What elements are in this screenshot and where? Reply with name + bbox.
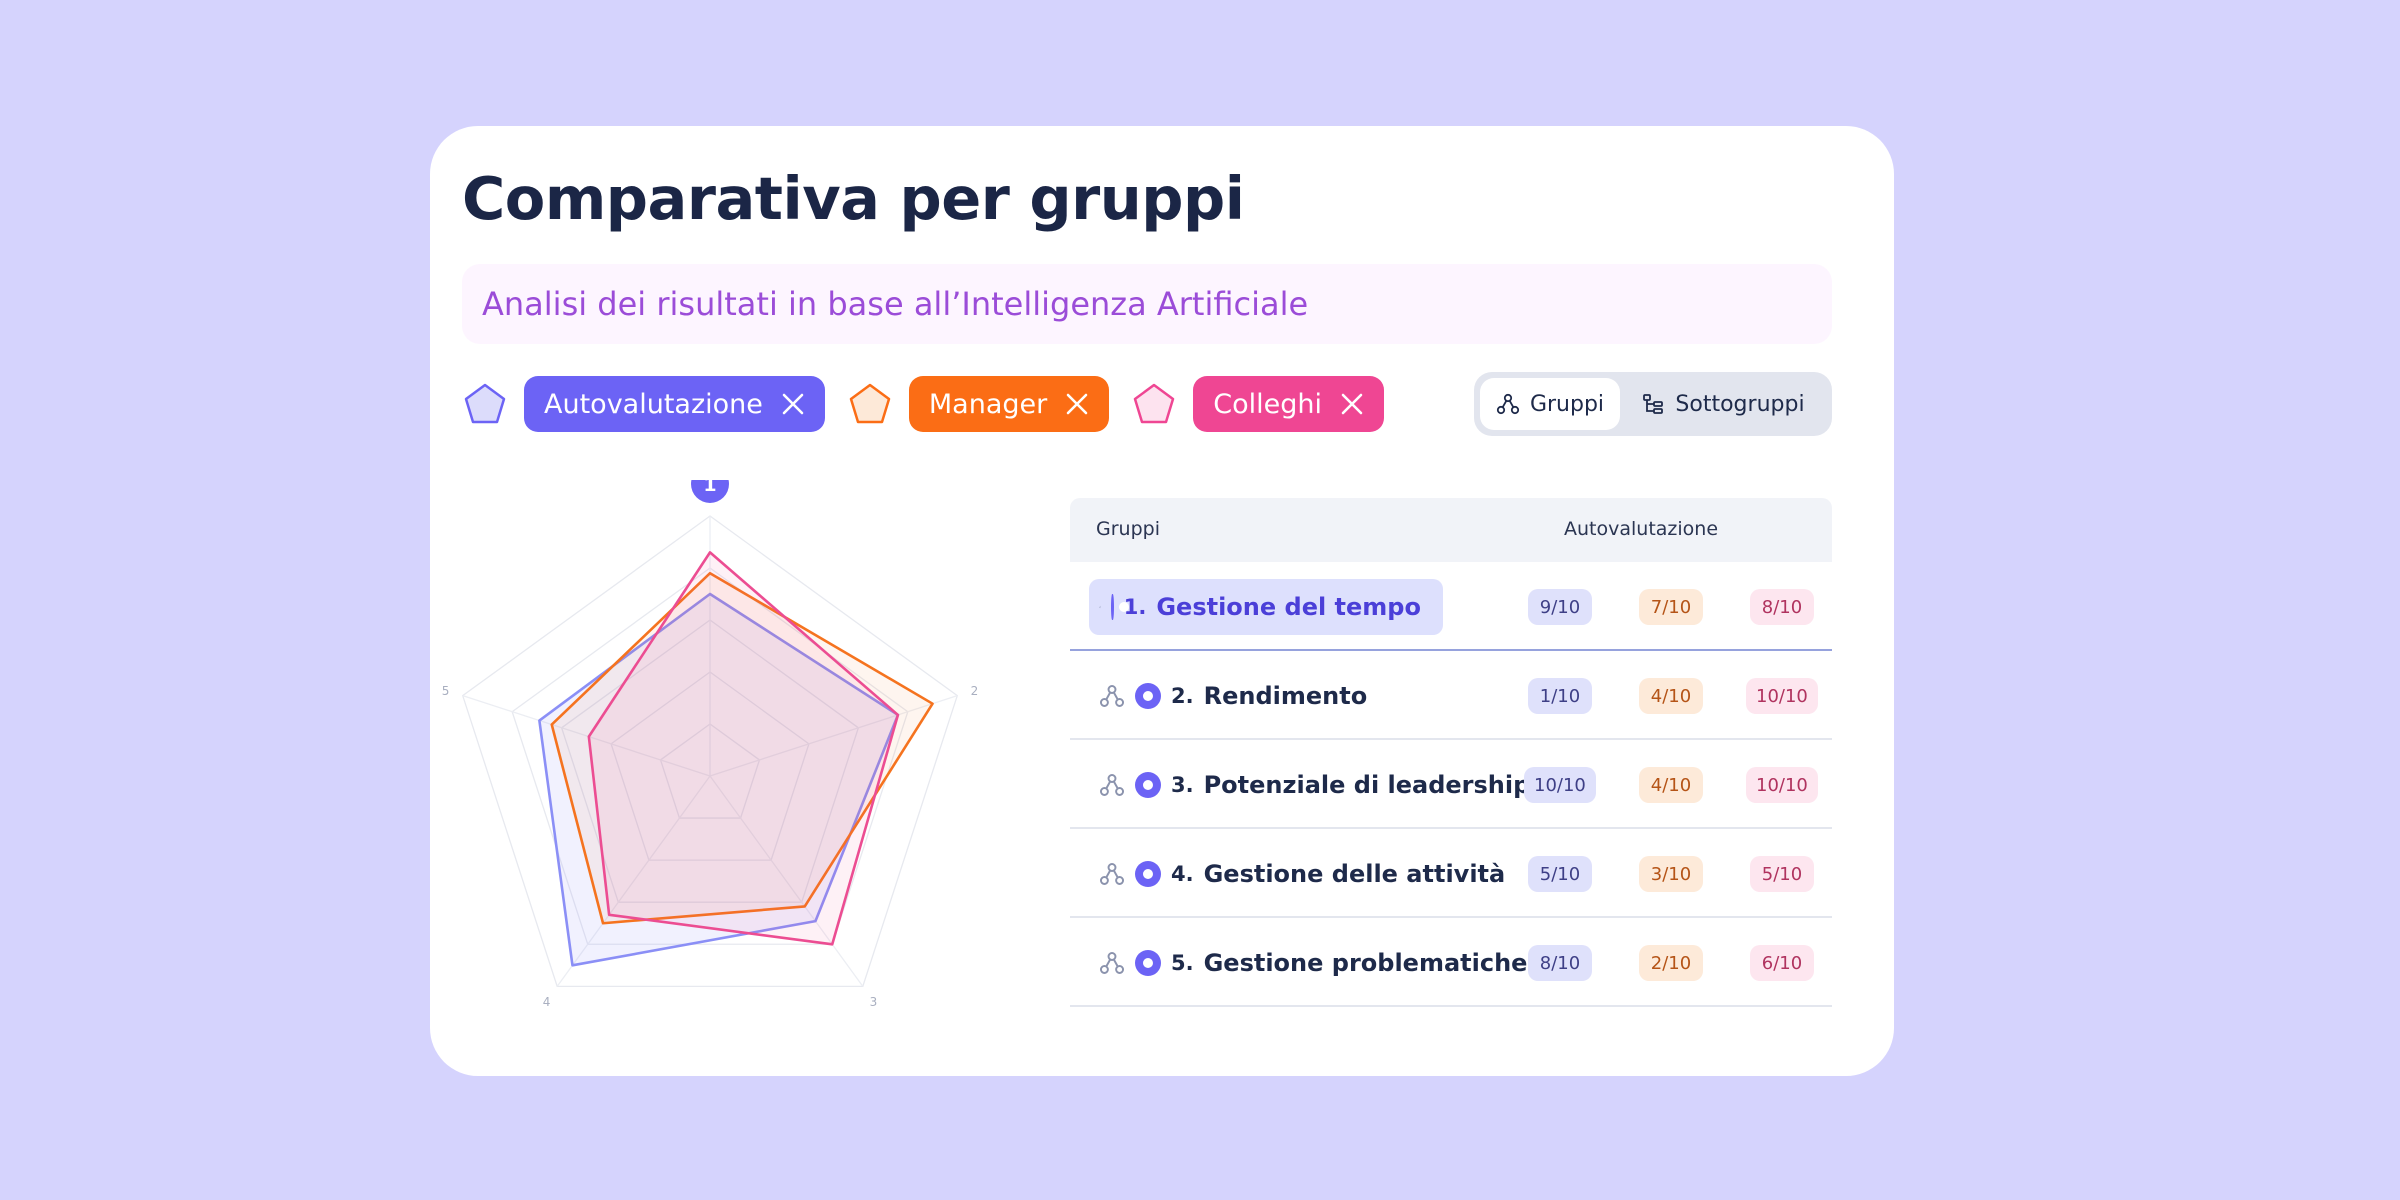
row-group-name: Gestione delle attività bbox=[1203, 860, 1506, 888]
pentagon-icon-autovalutazione bbox=[464, 383, 506, 424]
view-toggle: Gruppi Sottogruppi bbox=[1474, 372, 1832, 436]
radar-grid-ring bbox=[461, 515, 959, 987]
row-group-name: Gestione del tempo bbox=[1156, 593, 1421, 621]
row-group-cell[interactable]: 5. Gestione problematiche bbox=[1089, 935, 1549, 991]
filter-chip-label: Colleghi bbox=[1213, 388, 1322, 420]
score-badge-autovalutazione: 9/10 bbox=[1528, 589, 1592, 625]
ai-subtitle-banner: Analisi dei risultati in base all’Intell… bbox=[462, 264, 1832, 344]
radio-button[interactable] bbox=[1135, 861, 1161, 887]
table-row[interactable]: 4. Gestione delle attività 5/10 3/10 5/1… bbox=[1070, 829, 1832, 918]
group-icon bbox=[1099, 863, 1125, 885]
close-icon[interactable] bbox=[1065, 392, 1089, 416]
radar-series-0 bbox=[538, 592, 900, 967]
radar-axis-label: 1 bbox=[703, 480, 716, 496]
score-badge-colleghi: 6/10 bbox=[1750, 945, 1814, 981]
row-number: 2. bbox=[1171, 684, 1194, 708]
toggle-groups-label: Gruppi bbox=[1529, 391, 1605, 417]
score-badge-colleghi: 5/10 bbox=[1750, 856, 1814, 892]
pentagon-icon-manager bbox=[849, 383, 891, 424]
groups-table: Gruppi Autovalutazione 1. Gestione del t… bbox=[1070, 498, 1832, 1007]
row-number: 3. bbox=[1171, 773, 1194, 797]
row-group-name: Gestione problematiche bbox=[1203, 949, 1528, 977]
score-badge-colleghi: 8/10 bbox=[1750, 589, 1814, 625]
table-body: 1. Gestione del tempo 9/10 7/10 8/10 2. … bbox=[1070, 562, 1832, 1007]
row-group-cell[interactable]: 1. Gestione del tempo bbox=[1089, 579, 1443, 635]
row-number: 4. bbox=[1171, 862, 1194, 886]
radar-grid-ring bbox=[659, 723, 761, 819]
row-number: 1. bbox=[1123, 595, 1147, 619]
filter-chip-colleghi[interactable]: Colleghi bbox=[1193, 376, 1384, 432]
column-header-groups: Gruppi bbox=[1096, 518, 1160, 540]
table-row[interactable]: 1. Gestione del tempo 9/10 7/10 8/10 bbox=[1070, 562, 1832, 651]
close-icon[interactable] bbox=[781, 392, 805, 416]
group-icon bbox=[1099, 685, 1125, 707]
row-group-cell[interactable]: 4. Gestione delle attività bbox=[1089, 846, 1527, 902]
filter-bar: Autovalutazione Manager Colleghi bbox=[462, 376, 1406, 432]
toggle-groups-button[interactable]: Gruppi bbox=[1480, 378, 1620, 430]
score-badge-autovalutazione: 1/10 bbox=[1528, 678, 1592, 714]
close-icon[interactable] bbox=[1340, 392, 1364, 416]
radar-grid-ring bbox=[610, 671, 810, 861]
radio-button[interactable] bbox=[1135, 683, 1161, 709]
page-title: Comparativa per gruppi bbox=[462, 164, 1245, 233]
toggle-subgroups-button[interactable]: Sottogruppi bbox=[1620, 378, 1826, 430]
row-group-name: Potenziale di leadership bbox=[1203, 771, 1531, 799]
row-group-name: Rendimento bbox=[1203, 682, 1368, 710]
filter-chip-label: Manager bbox=[928, 388, 1048, 420]
radar-axis-label: 5 bbox=[442, 684, 450, 698]
radar-series-1 bbox=[550, 571, 934, 925]
row-group-cell[interactable]: 3. Potenziale di leadership bbox=[1089, 757, 1552, 813]
radar-spoke bbox=[462, 695, 711, 777]
radar-axis-label: 4 bbox=[543, 995, 551, 1009]
score-badge-autovalutazione: 5/10 bbox=[1528, 856, 1592, 892]
table-row[interactable]: 3. Potenziale di leadership 10/10 4/10 1… bbox=[1070, 740, 1832, 829]
radar-axis-label: 3 bbox=[870, 995, 878, 1009]
group-icon bbox=[1099, 952, 1125, 974]
filter-chip-manager[interactable]: Manager bbox=[908, 376, 1110, 432]
radar-spoke bbox=[709, 775, 864, 987]
score-badge-colleghi: 10/10 bbox=[1746, 767, 1818, 803]
radar-spoke bbox=[709, 695, 958, 777]
radar-chart: 1 2 3 4 5 bbox=[442, 480, 979, 1009]
subtitle-text: Analisi dei risultati in base all’Intell… bbox=[482, 285, 1309, 323]
radar-axis-label: 2 bbox=[971, 684, 979, 698]
groups-icon bbox=[1496, 393, 1520, 415]
table-row[interactable]: 2. Rendimento 1/10 4/10 10/10 bbox=[1070, 651, 1832, 740]
subgroups-icon bbox=[1643, 394, 1664, 414]
row-group-cell[interactable]: 2. Rendimento bbox=[1089, 668, 1389, 724]
pentagon-icon-colleghi bbox=[1133, 383, 1175, 424]
table-row[interactable]: 5. Gestione problematiche 8/10 2/10 6/10 bbox=[1070, 918, 1832, 1007]
score-badge-manager: 4/10 bbox=[1639, 678, 1703, 714]
score-badge-manager: 7/10 bbox=[1639, 589, 1703, 625]
group-icon bbox=[1099, 606, 1102, 608]
comparison-card: Comparativa per gruppi Analisi dei risul… bbox=[430, 126, 1894, 1076]
radar-spoke bbox=[556, 775, 711, 987]
radar-grid-ring bbox=[511, 567, 909, 945]
radar-grid-ring bbox=[560, 619, 860, 903]
radio-button[interactable] bbox=[1135, 772, 1161, 798]
group-icon bbox=[1099, 774, 1125, 796]
radio-button[interactable] bbox=[1135, 950, 1161, 976]
score-badge-manager: 3/10 bbox=[1639, 856, 1703, 892]
radar-series-2 bbox=[587, 551, 900, 946]
table-header: Gruppi Autovalutazione bbox=[1070, 498, 1832, 562]
filter-chip-label: Autovalutazione bbox=[544, 388, 763, 420]
column-header-score: Autovalutazione bbox=[1564, 518, 1719, 540]
score-badge-colleghi: 10/10 bbox=[1746, 678, 1818, 714]
score-badge-manager: 2/10 bbox=[1639, 945, 1703, 981]
radio-button[interactable] bbox=[1111, 594, 1133, 620]
score-badge-autovalutazione: 10/10 bbox=[1524, 767, 1596, 803]
row-number: 5. bbox=[1171, 951, 1194, 975]
score-badge-manager: 4/10 bbox=[1639, 767, 1703, 803]
filter-chip-autovalutazione[interactable]: Autovalutazione bbox=[524, 376, 825, 432]
score-badge-autovalutazione: 8/10 bbox=[1528, 945, 1592, 981]
radar-axis-marker-selected[interactable] bbox=[691, 480, 729, 503]
toggle-subgroups-label: Sottogruppi bbox=[1675, 391, 1805, 417]
